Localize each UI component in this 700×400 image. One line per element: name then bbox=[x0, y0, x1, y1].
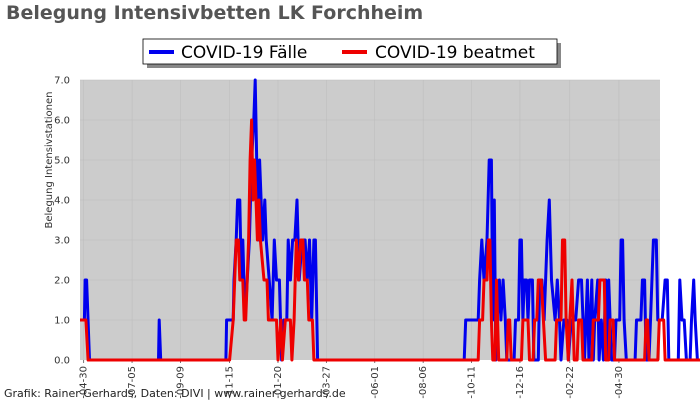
chart-title: Belegung Intensivbetten LK Forchheim bbox=[6, 2, 423, 24]
x-tick-label: -04-30 bbox=[79, 366, 90, 399]
y-tick-label: 3.0 bbox=[54, 236, 70, 247]
legend-label-cases: COVID-19 Fälle bbox=[181, 43, 307, 63]
y-tick-label: 4.0 bbox=[54, 196, 70, 207]
x-tick-label: -08-06 bbox=[418, 366, 429, 399]
legend-label-ventilated: COVID-19 beatmet bbox=[375, 43, 535, 63]
x-tick-label: -03-27 bbox=[321, 366, 332, 399]
y-axis-ticks: 0.0 1.0 2.0 3.0 4.0 5.0 6.0 7.0 bbox=[54, 76, 70, 367]
x-tick-label: -09-09 bbox=[175, 366, 186, 399]
x-axis-ticks: -04-30 -07-05 -09-09 -11-15 -01-20 -03-27 -06-… bbox=[79, 360, 625, 399]
x-tick-label: -01-20 bbox=[273, 366, 284, 399]
x-tick-label: -12-16 bbox=[515, 366, 526, 399]
series-line-cases bbox=[80, 78, 700, 362]
y-tick-label: 5.0 bbox=[54, 156, 70, 167]
x-tick-label: -11-15 bbox=[225, 366, 236, 399]
y-axis-label: Belegung Intensivstationen bbox=[44, 91, 55, 228]
plot-area bbox=[80, 80, 660, 360]
y-tick-label: 7.0 bbox=[54, 76, 70, 87]
y-tick-label: 1.0 bbox=[54, 316, 70, 327]
x-tick-label: -02-22 bbox=[565, 366, 576, 399]
y-tick-label: 0.0 bbox=[54, 356, 70, 367]
y-tick-label: 2.0 bbox=[54, 276, 70, 287]
x-tick-label: -06-01 bbox=[370, 366, 381, 399]
x-tick-label: -04-30 bbox=[614, 366, 625, 399]
legend: COVID-19 Fälle COVID-19 beatmet bbox=[142, 38, 561, 68]
x-tick-label: -10-11 bbox=[467, 366, 478, 399]
chart-credit: Grafik: Rainer Gerhards, Daten: DIVI | w… bbox=[4, 387, 346, 400]
x-tick-label: -07-05 bbox=[127, 366, 138, 399]
series-line-ventilated bbox=[80, 118, 700, 362]
series-layer bbox=[80, 78, 700, 362]
y-tick-label: 6.0 bbox=[54, 116, 70, 127]
